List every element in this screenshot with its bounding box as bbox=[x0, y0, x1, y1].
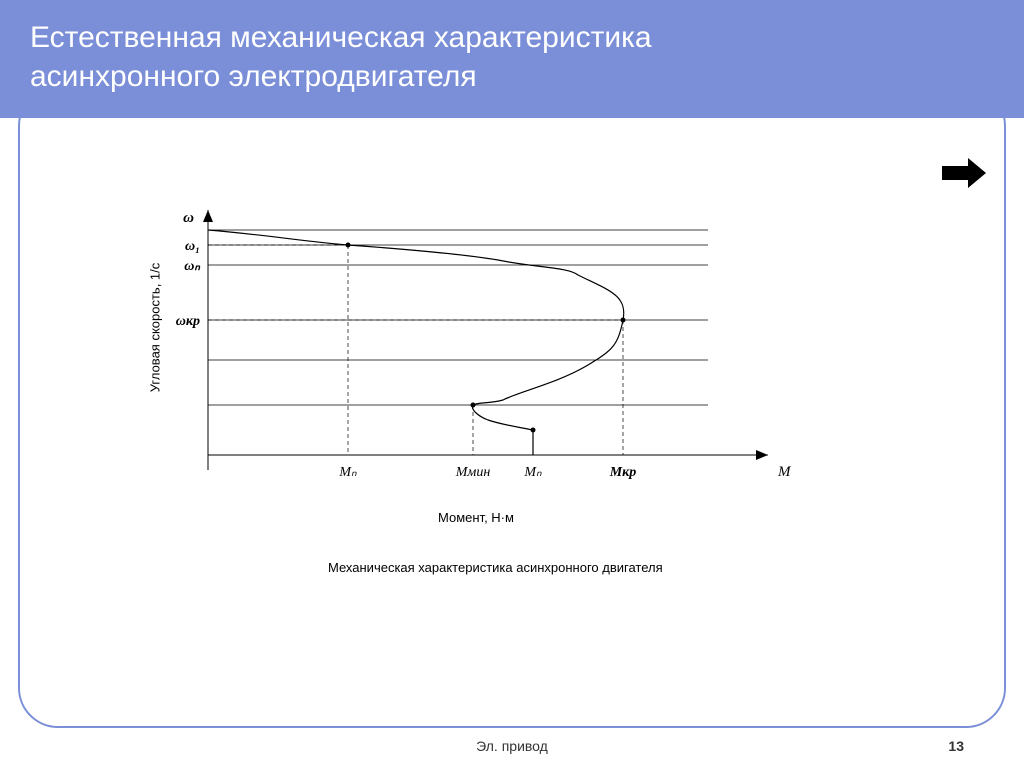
chart-svg: ω₁ ωₙ ωкр Mₙ Mмин Mₙ Mкр ω M bbox=[148, 210, 848, 640]
footer-text: Эл. привод bbox=[476, 738, 548, 754]
slide-header: Естественная механическая характеристика… bbox=[0, 0, 1024, 118]
svg-text:ωₙ: ωₙ bbox=[184, 259, 201, 274]
chart-caption: Механическая характеристика асинхронного… bbox=[328, 560, 663, 575]
svg-text:ω: ω bbox=[183, 210, 194, 226]
svg-text:Mкр: Mкр bbox=[609, 465, 637, 480]
svg-text:ωкр: ωкр bbox=[176, 314, 200, 329]
y-axis-label: Угловая скорость, 1/с bbox=[147, 263, 162, 393]
svg-text:Mₙ: Mₙ bbox=[338, 465, 357, 480]
svg-text:M: M bbox=[777, 464, 792, 480]
page-number: 13 bbox=[948, 738, 964, 754]
svg-text:ω₁: ω₁ bbox=[185, 239, 200, 254]
next-arrow-icon[interactable] bbox=[942, 158, 986, 193]
x-axis-label: Момент, Н·м bbox=[438, 510, 514, 525]
svg-text:Mₙ: Mₙ bbox=[523, 465, 542, 480]
svg-text:Mмин: Mмин bbox=[455, 465, 491, 480]
title-line-1: Естественная механическая характеристика bbox=[30, 21, 652, 54]
title-line-2: асинхронного электродвигателя bbox=[30, 60, 477, 93]
chart-container: Угловая скорость, 1/с ω₁ ωₙ ωкр Mₙ Mмин Mₙ Mк… bbox=[148, 210, 848, 640]
